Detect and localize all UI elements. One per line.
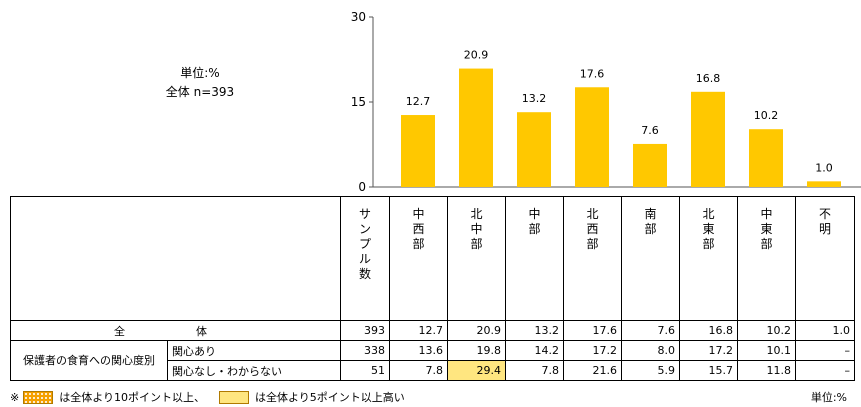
total-n-label: 全体 n=393 [165,85,235,99]
table-cell: – [795,340,855,361]
legend-yellow-text: は全体より5ポイント以上高い [255,391,405,404]
table-row-total: 全 体 393 12.7 20.9 13.2 17.6 7.6 16.8 10.… [10,320,855,341]
data-label: 10.2 [754,109,779,122]
table-cell: – [795,360,855,381]
row-label: 関心あり [167,340,341,361]
column-header: 北西部 [563,196,622,321]
total-row-label: 全 体 [10,320,341,341]
data-label: 1.0 [815,161,833,174]
column-header: 中東部 [737,196,796,321]
legend-prefix: ※ [10,390,20,404]
table-header-row: サンプル数 中西部 北中部 中部 北西部 南部 北東部 中東部 不明 [10,196,855,321]
data-label: 13.2 [522,92,547,105]
table-cell: 7.8 [389,360,448,381]
table-cell: 16.8 [679,320,738,341]
table-cell: 14.2 [505,340,564,361]
legend: ※ は全体より10ポイント以上、 は全体より5ポイント以上高い [10,389,405,405]
row-label: 関心なし・わからない [167,360,341,381]
chart-unit-block: 単位:% 全体 n=393 [100,64,300,102]
table-row: 保護者の食育への関心度別 関心あり 338 13.6 19.8 14.2 17.… [10,340,855,381]
cell-n: 338 [340,340,390,361]
table-cell: 7.6 [621,320,680,341]
group-label: 保護者の食育への関心度別 [10,340,168,381]
bar-chart: 0 15 30 12.7 20.9 13.2 17.6 7.6 16.8 10.2 1.0 [351,10,861,194]
table-cell: 5.9 [621,360,680,381]
table-cell: 19.8 [447,340,506,361]
data-table: サンプル数 中西部 北中部 中部 北西部 南部 北東部 中東部 不明 全 体 3… [10,196,855,381]
table-cell: 10.1 [737,340,796,361]
y-tick-label: 30 [351,10,366,24]
bar [517,112,551,187]
bar [401,115,435,187]
bar [633,143,667,187]
table-cell: 21.6 [563,360,622,381]
table-cell: 10.2 [737,320,796,341]
column-header: 不明 [795,196,855,321]
column-header: 中西部 [389,196,448,321]
table-cell: 1.0 [795,320,855,341]
bar [575,87,609,187]
unit-label: 単位:% [180,66,220,80]
table-cell-highlighted: 29.4 [447,360,506,381]
bar [807,181,841,187]
table-cell: 17.2 [679,340,738,361]
legend-swatch-yellow [219,390,249,404]
data-label: 7.6 [641,124,659,137]
table-cell: 8.0 [621,340,680,361]
table-cell: 11.8 [737,360,796,381]
table-row: 関心なし・わからない 51 7.8 29.4 7.8 21.6 5.9 15.7… [11,360,855,381]
table-cell: 15.7 [679,360,738,381]
y-tick-label: 15 [351,95,366,109]
table-cell: 13.2 [505,320,564,341]
column-header: 中部 [505,196,564,321]
header-corner [10,196,341,321]
column-header: 南部 [621,196,680,321]
table-cell: 20.9 [447,320,506,341]
bar [459,68,493,187]
cell-n: 51 [340,360,390,381]
bar [749,129,783,187]
table-cell: 17.2 [563,340,622,361]
data-label: 17.6 [580,67,605,80]
column-header: 北中部 [447,196,506,321]
unit-label-bottom: 単位:% [810,391,847,404]
bar [691,91,725,187]
y-tick-label: 0 [358,180,366,194]
table-cell: 13.6 [389,340,448,361]
data-label: 12.7 [406,95,431,108]
cell-n: 393 [340,320,390,341]
table-cell: 17.6 [563,320,622,341]
data-label: 20.9 [464,49,489,62]
data-label: 16.8 [696,72,721,85]
legend-orange-text: は全体より10ポイント以上、 [59,391,205,404]
sample-header: サンプル数 [340,196,390,321]
column-header: 北東部 [679,196,738,321]
legend-swatch-orange [23,390,54,404]
table-cell: 12.7 [389,320,448,341]
table-cell: 7.8 [505,360,564,381]
